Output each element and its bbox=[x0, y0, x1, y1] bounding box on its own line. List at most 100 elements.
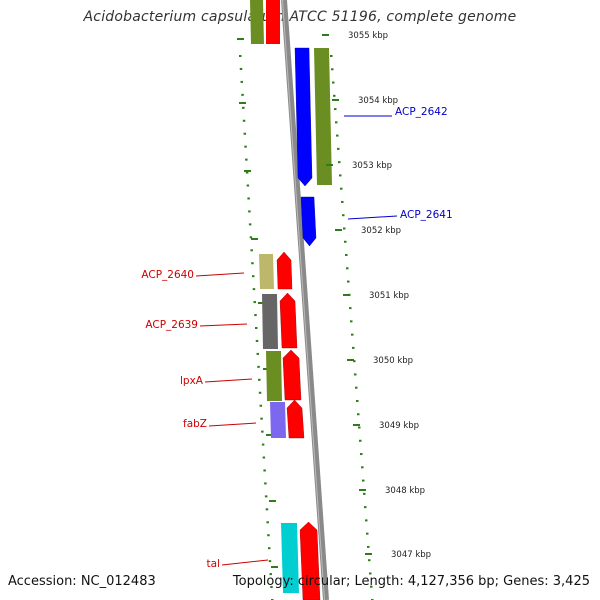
dotted-guides bbox=[237, 38, 374, 600]
gene-arrow-reverse bbox=[294, 47, 313, 187]
gene-label-leader bbox=[208, 422, 257, 427]
guide-dot bbox=[255, 327, 258, 329]
guide-dot bbox=[245, 171, 249, 174]
guide-dot bbox=[265, 508, 269, 511]
cog-bar bbox=[270, 402, 286, 438]
guide-dot bbox=[340, 187, 343, 190]
scale-tick-mark bbox=[347, 359, 354, 361]
guide-dot bbox=[256, 352, 260, 355]
guide-dot bbox=[357, 413, 360, 416]
gene-label: ACP_2641 bbox=[400, 209, 453, 221]
guide-dash bbox=[237, 38, 244, 40]
guide-dot bbox=[264, 495, 268, 498]
gene-label-leader bbox=[204, 378, 253, 383]
gene-label: ACP_2640 bbox=[141, 269, 194, 281]
guide-dot bbox=[258, 391, 262, 394]
guide-dot bbox=[337, 147, 340, 150]
guide-dot bbox=[331, 68, 334, 71]
guide-dot bbox=[242, 106, 245, 109]
guide-dot bbox=[363, 492, 366, 495]
gene-arrow-forward bbox=[282, 349, 302, 401]
cog-bar bbox=[259, 254, 274, 289]
scale-tick-mark bbox=[343, 294, 350, 296]
guide-dot bbox=[240, 80, 244, 83]
guide-dash bbox=[266, 434, 273, 436]
scale-tick-mark bbox=[335, 229, 342, 231]
guide-dot bbox=[344, 240, 347, 243]
guide-dash bbox=[251, 238, 258, 240]
guide-dot bbox=[336, 134, 339, 137]
guide-dot bbox=[266, 521, 269, 524]
scale-tick-mark bbox=[353, 424, 360, 426]
guide-dash bbox=[258, 302, 265, 304]
guide-dot bbox=[264, 482, 267, 485]
gene-arrow-forward bbox=[299, 521, 321, 600]
gene-labels: ACP_2642 ACP_2641 ACP_2640 ACP_2639 lpxA fabZ… bbox=[141, 106, 452, 570]
guide-dot bbox=[248, 223, 252, 226]
guide-dot bbox=[251, 262, 254, 265]
guide-dot bbox=[342, 214, 345, 217]
guide-dot bbox=[267, 547, 271, 550]
gene-arrow-forward bbox=[286, 399, 305, 439]
guide-dot bbox=[347, 280, 350, 283]
gene-arrow-forward bbox=[266, 0, 280, 44]
guide-dot bbox=[269, 573, 272, 576]
gene-label: fabZ bbox=[183, 418, 207, 430]
guide-dot bbox=[259, 404, 263, 407]
guide-dot bbox=[343, 227, 346, 230]
guide-dot bbox=[249, 236, 253, 239]
scale-tick-mark bbox=[322, 34, 329, 36]
gene-label: tal bbox=[207, 558, 220, 570]
guide-dot bbox=[268, 560, 272, 563]
gene-arrow-forward bbox=[276, 251, 293, 290]
cog-bar bbox=[266, 351, 282, 401]
guide-dot bbox=[247, 197, 250, 200]
guide-dot bbox=[261, 430, 264, 433]
guide-dot bbox=[262, 456, 266, 459]
gene-arrow-reverse bbox=[300, 196, 317, 247]
guide-dot bbox=[267, 534, 270, 537]
guide-dot bbox=[341, 200, 344, 203]
scale-tick-label: 3055 kbp bbox=[348, 31, 388, 41]
guide-dot bbox=[270, 586, 273, 589]
cog-bar bbox=[250, 0, 264, 44]
scale-tick-label: 3050 kbp bbox=[373, 356, 413, 366]
guide-dot bbox=[335, 121, 338, 124]
gene-track bbox=[266, 0, 321, 600]
scale-tick-mark bbox=[332, 99, 339, 101]
cog-bar bbox=[262, 294, 278, 349]
guide-dot bbox=[257, 365, 260, 368]
guide-dot bbox=[332, 81, 335, 84]
guide-dot bbox=[354, 373, 357, 376]
scale-tick-mark bbox=[359, 489, 366, 491]
guide-dot bbox=[369, 572, 372, 575]
guide-dot bbox=[351, 333, 354, 336]
guide-dot bbox=[365, 519, 368, 522]
gene-label: ACP_2639 bbox=[145, 319, 198, 331]
guide-dot bbox=[359, 439, 362, 442]
guide-dot bbox=[261, 443, 265, 446]
cog-bar bbox=[314, 48, 332, 185]
map-title: Acidobacterium capsulatum ATCC 51196, co… bbox=[83, 9, 517, 25]
guide-dash bbox=[271, 566, 278, 568]
guide-dot bbox=[370, 585, 373, 588]
guide-dot bbox=[352, 346, 355, 349]
scale-tick-label: 3053 kbp bbox=[352, 161, 392, 171]
guide-dot bbox=[338, 161, 341, 164]
guide-dot bbox=[333, 94, 336, 97]
accession-text: Accession: NC_012483 bbox=[8, 574, 156, 589]
guide-dot bbox=[241, 93, 244, 96]
scale-tick-label: 3047 kbp bbox=[391, 550, 431, 560]
guide-dot bbox=[246, 184, 250, 187]
guide-dot bbox=[263, 469, 266, 472]
gene-label: ACP_2642 bbox=[395, 106, 448, 118]
scale-tick-mark bbox=[326, 164, 333, 166]
guide-dot bbox=[349, 307, 352, 310]
scale-tick-label: 3051 kbp bbox=[369, 291, 409, 301]
guide-dot bbox=[254, 314, 257, 317]
guide-dot bbox=[244, 145, 247, 148]
guide-dot bbox=[239, 55, 242, 57]
guide-dash bbox=[239, 102, 246, 104]
scale-tick-mark bbox=[365, 553, 372, 555]
guide-dot bbox=[253, 301, 256, 304]
